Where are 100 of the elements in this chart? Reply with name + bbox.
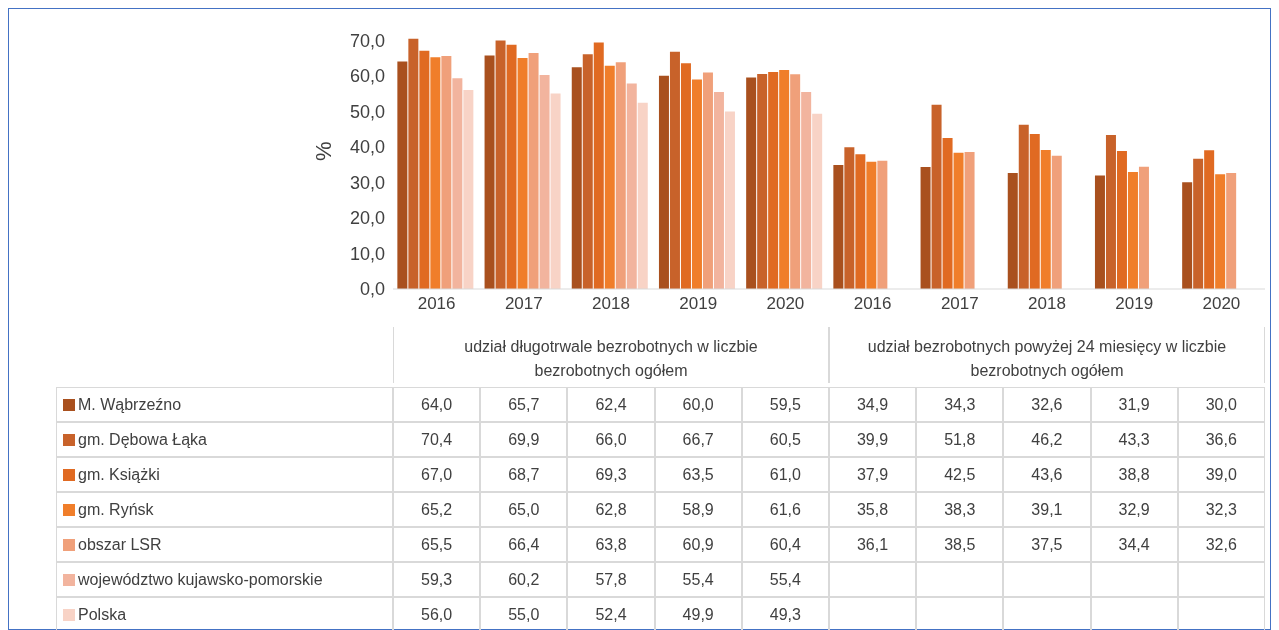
data-label: 55,4 — [741, 562, 829, 597]
bar — [779, 69, 790, 289]
bar — [877, 160, 888, 289]
data-label: 32,6 — [1003, 387, 1091, 422]
legend-label: gm. Książki — [78, 465, 160, 484]
data-label: 65,5 — [393, 527, 481, 562]
data-label: 59,5 — [741, 387, 829, 422]
data-label: 62,4 — [567, 387, 655, 422]
data-label: 39,1 — [1003, 492, 1091, 527]
x-tick-label: 2016 — [853, 294, 892, 314]
y-tick-label: 30,0 — [349, 172, 385, 193]
y-axis-title: % — [310, 141, 336, 161]
data-label: 61,6 — [741, 492, 829, 527]
data-label: 59,3 — [393, 562, 481, 597]
x-tick-label: 2018 — [592, 294, 630, 314]
x-tick-label: 2019 — [679, 294, 718, 314]
bar — [593, 42, 604, 289]
data-label: 66,7 — [654, 422, 742, 457]
data-label: 51,8 — [916, 422, 1004, 457]
data-label: 62,8 — [567, 492, 655, 527]
bar — [626, 83, 637, 289]
data-label: 39,0 — [1177, 457, 1265, 492]
data-label: 66,0 — [567, 422, 655, 457]
bar — [801, 92, 812, 289]
data-label: 46,2 — [1003, 422, 1091, 457]
bar — [757, 73, 768, 289]
data-label: 37,9 — [828, 457, 917, 492]
x-tick-label: 2020 — [1202, 294, 1241, 314]
bar — [1018, 124, 1029, 289]
x-tick-label: 2018 — [1028, 294, 1066, 314]
data-label: 63,5 — [654, 457, 742, 492]
bar — [1040, 149, 1051, 289]
data-label: 57,8 — [567, 562, 655, 597]
data-label: 58,9 — [654, 492, 742, 527]
bar — [1215, 174, 1226, 289]
data-label: 65,2 — [393, 492, 481, 527]
data-label: 30,0 — [1177, 387, 1265, 422]
bar — [1193, 158, 1204, 289]
bar — [768, 72, 779, 289]
bar — [724, 111, 735, 289]
legend-label: gm. Ryńsk — [78, 500, 154, 519]
legend-label: obszar LSR — [78, 535, 162, 554]
bar — [964, 152, 975, 289]
legend-label: województwo kujawsko-pomorskie — [78, 570, 323, 589]
data-label: 66,4 — [480, 527, 568, 562]
data-label: 56,0 — [393, 597, 481, 630]
bar — [615, 62, 626, 289]
legend-label: M. Wąbrzeźno — [78, 395, 182, 414]
bar — [408, 38, 419, 289]
data-label: 37,5 — [1003, 527, 1091, 562]
bar — [637, 102, 648, 289]
data-label: 34,3 — [916, 387, 1004, 422]
data-label: 42,5 — [916, 457, 1004, 492]
bar — [604, 65, 615, 289]
data-label: 34,4 — [1090, 527, 1178, 562]
data-label: 60,0 — [654, 387, 742, 422]
bar — [691, 79, 702, 289]
bar — [419, 50, 430, 289]
bar — [495, 40, 506, 289]
data-label: 32,6 — [1177, 527, 1265, 562]
bar — [713, 92, 724, 289]
bar — [702, 72, 713, 289]
bar — [833, 164, 844, 289]
bar — [1007, 173, 1018, 289]
bar — [452, 78, 463, 289]
y-tick-label: 50,0 — [349, 101, 385, 122]
data-label: 35,8 — [828, 492, 917, 527]
bar — [484, 55, 495, 289]
bar — [582, 54, 593, 289]
data-label: 34,9 — [828, 387, 917, 422]
y-tick-label: 0,0 — [359, 279, 385, 300]
bar — [1138, 166, 1149, 289]
data-label: 38,5 — [916, 527, 1004, 562]
bar — [571, 67, 582, 289]
data-label: 61,0 — [741, 457, 829, 492]
bar — [1204, 150, 1215, 289]
data-label: 69,9 — [480, 422, 568, 457]
bar — [1226, 173, 1237, 289]
bar — [1105, 135, 1116, 289]
data-label: 38,3 — [916, 492, 1004, 527]
bar — [441, 56, 452, 289]
bar — [844, 147, 855, 289]
bar — [539, 74, 550, 289]
data-label: 69,3 — [567, 457, 655, 492]
data-label: 60,9 — [654, 527, 742, 562]
y-tick-label: 20,0 — [349, 208, 385, 229]
data-label: 68,7 — [480, 457, 568, 492]
data-label: 65,7 — [480, 387, 568, 422]
data-label: 38,8 — [1090, 457, 1178, 492]
bar — [746, 77, 757, 289]
y-tick-label: 10,0 — [349, 243, 385, 264]
bar — [550, 93, 561, 289]
bar — [931, 104, 942, 289]
text: udział długotrwale bezrobotnych w liczbie bezrobotnych ogółem — [393, 327, 829, 383]
y-tick-label: 70,0 — [349, 30, 385, 51]
x-tick-label: 2016 — [417, 294, 456, 314]
bar — [669, 51, 680, 289]
bar — [1029, 133, 1040, 289]
bar — [920, 167, 931, 289]
data-label: 43,6 — [1003, 457, 1091, 492]
